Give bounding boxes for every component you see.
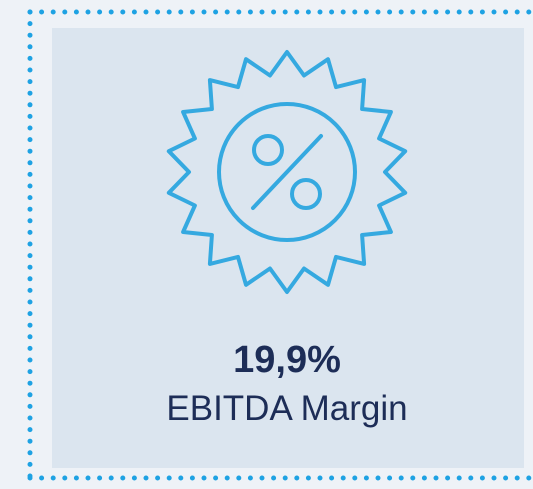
kpi-label: EBITDA Margin — [166, 389, 407, 428]
percent-badge-icon — [166, 50, 408, 294]
dotted-border — [27, 9, 533, 481]
panel — [52, 28, 524, 468]
kpi-value: 19,9% — [233, 339, 341, 381]
